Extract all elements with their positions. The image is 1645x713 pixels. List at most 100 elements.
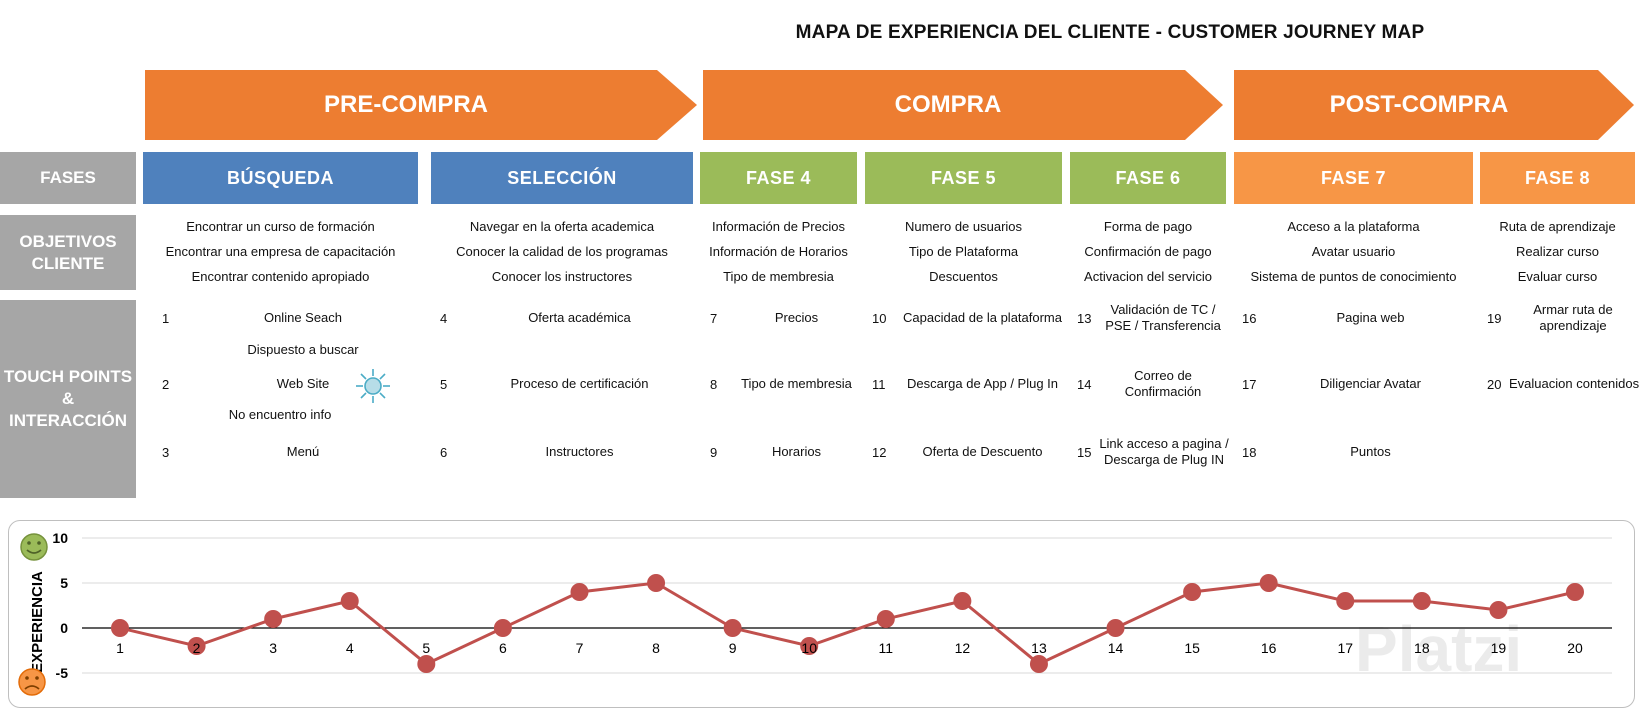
objective-item: Forma de pago [1103, 219, 1193, 234]
chart-x-tick-label: 11 [879, 640, 894, 656]
chart-x-tick-label: 9 [729, 640, 737, 656]
touchpoint-3: 3 Menú [162, 442, 418, 462]
touchpoint-label: Instructores [545, 444, 614, 459]
touchpoint-20: 20 Evaluacion contenidos [1487, 374, 1639, 394]
phase-label: SELECCIÓN [507, 167, 617, 188]
chart-data-point [264, 610, 283, 628]
chart-data-point [1336, 592, 1355, 610]
chart-data-point [111, 619, 129, 637]
chart-x-tick-label: 16 [1261, 640, 1277, 656]
touchpoint-number: 8 [710, 376, 718, 392]
touchpoint-17: 17 Diligenciar Avatar [1242, 374, 1473, 394]
objective-item: Avatar usuario [1311, 244, 1396, 259]
touchpoint-label: Tipo de membresia [741, 376, 852, 391]
touchpoint-7: 7 Precios [710, 308, 857, 328]
touchpoint-16: 16 Pagina web [1242, 308, 1473, 328]
chart-x-tick-label: 1 [116, 640, 124, 656]
chart-x-tick-label: 4 [346, 640, 354, 656]
chart-x-tick-label: 15 [1184, 640, 1200, 656]
chart-x-tick-label: 3 [269, 640, 277, 656]
happy-face-icon [20, 533, 48, 561]
touchpoint-2: 2 Web Site [162, 374, 418, 394]
stage-label: PRE-COMPRA [323, 91, 488, 118]
objective-item: Información de Precios [712, 219, 845, 234]
touchpoint-12: 12 Oferta de Descuento [872, 442, 1067, 462]
touchpoint-number: 2 [162, 376, 170, 392]
touchpoint-19: 19 Armar ruta de aprendizaje [1487, 300, 1637, 336]
objectives-fase-5: Numero de usuarios Tipo de Plataforma De… [865, 218, 1062, 293]
experience-chart-frame [8, 520, 1635, 708]
chart-data-point [570, 583, 589, 601]
touchpoint-label: Oferta académica [528, 310, 631, 325]
chart-x-tick-label: 20 [1567, 640, 1583, 656]
touchpoint-number: 16 [1242, 310, 1257, 326]
phase-fase-8: FASE 8 [1480, 152, 1635, 204]
chart-x-tick-label: 7 [576, 640, 584, 656]
objective-item: Activacion del servicio [1084, 269, 1212, 284]
stage-label: COMPRA [894, 91, 1002, 118]
chart-x-tick-label: 5 [422, 640, 430, 656]
phase-seleccion: SELECCIÓN [431, 152, 693, 204]
touchpoint-number: 18 [1242, 444, 1257, 460]
chart-y-tick-label: 0 [60, 620, 68, 636]
touchpoint-15: 15 Link acceso a pagina / Descarga de Pl… [1077, 434, 1229, 470]
arrow-shape [1234, 70, 1634, 140]
objective-item: Encontrar un curso de formación [186, 219, 375, 234]
touchpoint-10: 10 Capacidad de la plataforma [872, 308, 1067, 328]
row-label-text: FASES [40, 168, 96, 187]
chart-y-axis-label: EXPERIENCIA [29, 571, 46, 673]
touchpoint-number: 4 [440, 310, 448, 326]
touchpoint-6: 6 Instructores [440, 442, 693, 462]
chart-data-point [800, 637, 819, 655]
touchpoint-label: Menú [286, 444, 320, 459]
touchpoint-number: 19 [1487, 310, 1502, 326]
row-label-text: OBJETIVOS [19, 231, 117, 251]
chart-data-point [340, 592, 359, 610]
phase-label: FASE 4 [745, 167, 812, 188]
touchpoint-4: 4 Oferta académica [440, 308, 693, 328]
phase-busqueda: BÚSQUEDA [143, 152, 418, 204]
row-label-text: INTERACCIÓN [8, 411, 128, 430]
stage-label: POST-COMPRA [1329, 91, 1509, 118]
row-label-touchpoints: TOUCH POINTS & INTERACCIÓN [0, 300, 136, 498]
touchpoint-label: Puntos [1350, 444, 1391, 459]
objectives-fase-6: Forma de pago Confirmación de pago Activ… [1070, 218, 1226, 293]
objective-item: Realizar curso [1515, 244, 1600, 259]
chart-x-tick-label: 2 [193, 640, 201, 656]
touchpoint-14: 14 Correo de Confirmación [1077, 366, 1229, 402]
touchpoint-number: 6 [440, 444, 448, 460]
objective-item: Tipo de Plataforma [908, 244, 1019, 259]
touchpoint-number: 11 [872, 376, 886, 392]
touchpoint-number: 7 [710, 310, 718, 326]
objective-item: Descuentos [929, 269, 998, 284]
chart-data-point [1566, 583, 1584, 601]
phase-fase-5: FASE 5 [865, 152, 1062, 204]
phase-label: FASE 5 [930, 167, 997, 188]
chart-x-tick-label: 14 [1108, 640, 1124, 656]
stage-arrow-post-compra: POST-COMPRA [1234, 70, 1634, 140]
touchpoint-label: Online Seach [263, 310, 343, 325]
touchpoint-5: 5 Proceso de certificación [440, 374, 693, 394]
objective-item: Conocer la calidad de los programas [456, 244, 668, 259]
chart-data-point [1106, 619, 1125, 637]
chart-x-tick-label: 13 [1031, 640, 1047, 656]
touchpoint-label: Correo de Confirmación [1124, 368, 1202, 399]
sad-face-icon [18, 668, 46, 696]
phase-fase-6: FASE 6 [1070, 152, 1226, 204]
touchpoint-1: 1 Online Seach [162, 308, 418, 328]
phase-label: BÚSQUEDA [226, 167, 334, 188]
chart-x-tick-label: 17 [1337, 640, 1353, 656]
touchpoint-label: Pagina web [1336, 310, 1405, 325]
phase-label: FASE 8 [1524, 167, 1591, 188]
objective-item: Evaluar curso [1517, 269, 1598, 284]
objective-item: Numero de usuarios [904, 219, 1023, 234]
touchpoint-number: 5 [440, 376, 448, 392]
note-dispuesto-a-buscar: Dispuesto a buscar [247, 342, 359, 357]
phase-fase-7: FASE 7 [1234, 152, 1473, 204]
chart-data-point [1412, 592, 1431, 610]
touchpoint-number: 20 [1487, 376, 1502, 392]
touchpoint-label: Descarga de App / Plug In [906, 376, 1059, 391]
touchpoint-label: Validación de TC / PSE / Transferencia [1105, 302, 1221, 333]
phase-label: FASE 6 [1115, 167, 1181, 188]
touchpoint-label: Capacidad de la plataforma [903, 310, 1062, 325]
